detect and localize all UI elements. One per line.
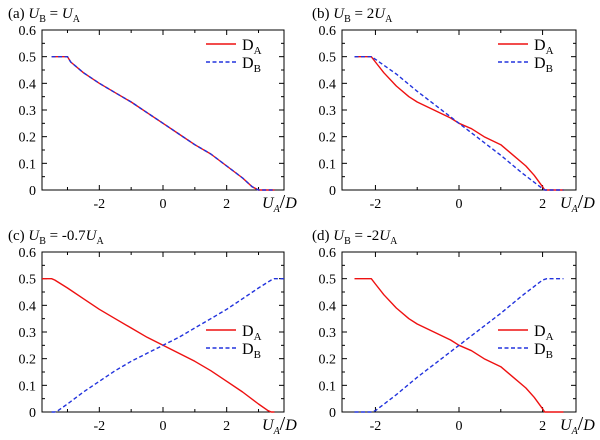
y-tick-label: 0 <box>29 184 36 199</box>
y-tick-label: 0.3 <box>319 104 337 119</box>
x-tick-label: -2 <box>370 197 382 212</box>
series-line-d-b <box>51 56 275 191</box>
legend-label: DA <box>242 323 262 343</box>
x-tick-label: 0 <box>160 197 167 212</box>
y-tick-label: 0.4 <box>19 77 37 92</box>
y-tick-label: 0.4 <box>319 299 337 314</box>
x-axis-label: UA/D <box>560 191 595 215</box>
panel-title: (d) UB = -2UA <box>312 228 398 247</box>
y-tick-label: 0.4 <box>319 77 337 92</box>
x-tick-label: -2 <box>93 197 105 212</box>
y-tick-label: 0.1 <box>319 157 337 172</box>
y-tick-label: 0.4 <box>19 299 37 314</box>
x-tick-label: 0 <box>456 197 463 212</box>
legend-label: DA <box>534 323 554 343</box>
y-tick-label: 0 <box>329 406 336 421</box>
y-tick-label: 0 <box>329 184 336 199</box>
legend-label: DB <box>534 341 553 361</box>
panel-title: (b) UB = 2UA <box>312 6 393 25</box>
x-tick-label: 2 <box>539 419 546 434</box>
y-tick-label: 0.1 <box>319 379 337 394</box>
legend-label: DB <box>242 341 261 361</box>
x-tick-label: 2 <box>223 197 230 212</box>
y-tick-label: 0.2 <box>319 131 337 146</box>
plot-frame <box>41 29 285 191</box>
x-tick-label: 2 <box>539 197 546 212</box>
y-tick-label: 0.3 <box>19 104 37 119</box>
x-tick-label: 0 <box>456 419 463 434</box>
y-tick-label: 0.1 <box>19 379 37 394</box>
y-tick-label: 0.3 <box>319 326 337 341</box>
plot-frame <box>341 29 577 191</box>
y-tick-label: 0.5 <box>319 51 337 66</box>
y-tick-label: 0.5 <box>19 51 37 66</box>
y-tick-label: 0.6 <box>19 24 37 39</box>
y-tick-label: 0 <box>29 406 36 421</box>
y-tick-label: 0.1 <box>19 157 37 172</box>
y-tick-label: 0.2 <box>19 131 37 146</box>
y-tick-label: 0.5 <box>19 273 37 288</box>
x-axis-label: UA/D <box>262 191 297 215</box>
y-tick-label: 0.6 <box>19 246 37 261</box>
x-tick-label: -2 <box>370 419 382 434</box>
y-tick-label: 0.5 <box>319 273 337 288</box>
series-line-d-a <box>42 278 275 413</box>
legend-label: DB <box>534 55 553 75</box>
legend-label: DA <box>534 37 554 57</box>
legend-label: DA <box>242 37 262 57</box>
y-tick-label: 0.2 <box>319 353 337 368</box>
x-axis-label: UA/D <box>560 413 595 437</box>
series-line-d-b <box>354 278 564 413</box>
series-line-d-b <box>354 56 564 191</box>
panel-title: (c) UB = -0.7UA <box>8 228 104 247</box>
y-tick-label: 0.2 <box>19 353 37 368</box>
x-tick-label: 2 <box>223 419 230 434</box>
y-tick-label: 0.6 <box>319 24 337 39</box>
x-tick-label: 0 <box>160 419 167 434</box>
series-line-d-b <box>51 278 284 413</box>
panel-title: (a) UB = UA <box>8 6 81 25</box>
y-tick-label: 0.6 <box>319 246 337 261</box>
x-tick-label: -2 <box>93 419 105 434</box>
x-axis-label: UA/D <box>262 413 297 437</box>
y-tick-label: 0.3 <box>19 326 37 341</box>
legend-label: DB <box>242 55 261 75</box>
